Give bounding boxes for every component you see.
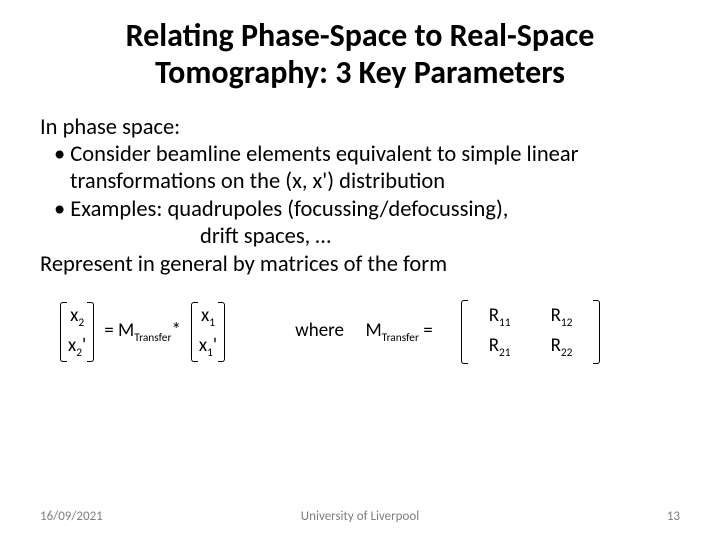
- equation-row: x2 x2' = MTransfer* x1 x1' where MTransf…: [40, 300, 680, 364]
- vec-out-row2: x2': [68, 334, 86, 360]
- represent-line: Represent in general by matrices of the …: [40, 251, 680, 278]
- slide-title: Relating Phase-Space to Real-Space Tomog…: [40, 18, 680, 92]
- r21-base: R: [489, 334, 499, 357]
- slide-body: In phase space: Consider beamline elemen…: [40, 114, 680, 279]
- where-prefix: where: [295, 319, 344, 342]
- r11-sub: 11: [499, 316, 511, 330]
- transfer-matrix: R11 R12 R21 R22: [461, 300, 601, 364]
- r21-sub: 21: [499, 346, 511, 360]
- r22-sub: 22: [561, 346, 573, 360]
- bullet-2-continuation: drift spaces, …: [40, 223, 680, 250]
- footer-center: University of Liverpool: [0, 509, 720, 524]
- matrix-r11: R11: [469, 302, 531, 332]
- r11-base: R: [489, 304, 499, 327]
- r12-sub: 12: [561, 316, 573, 330]
- matrix-r21: R21: [469, 332, 531, 362]
- equals-sub: Transfer: [134, 331, 171, 345]
- slide-footer: 16/09/2021 University of Liverpool 13: [0, 509, 720, 524]
- vec-out-row1-sub: 2: [78, 316, 84, 330]
- r12-base: R: [551, 304, 561, 327]
- bullet-1: Consider beamline elements equivalent to…: [40, 141, 680, 196]
- equals-prefix: = M: [104, 319, 134, 342]
- mtransfer-sub: Transfer: [382, 331, 419, 345]
- bullet-2: Examples: quadrupoles (focussing/defocus…: [40, 196, 680, 223]
- mtransfer-suffix: =: [419, 319, 433, 342]
- vec-in-row1: x1: [201, 304, 215, 330]
- vec-in-row2-base: x: [199, 334, 207, 357]
- input-vector: x1 x1': [191, 302, 225, 362]
- vec-in-row1-sub: 1: [209, 316, 215, 330]
- matrix-table: R11 R12 R21 R22: [469, 302, 593, 362]
- vec-in-row2-prime: ': [213, 334, 217, 357]
- equals-suffix: *: [171, 319, 180, 342]
- output-vector: x2 x2': [60, 302, 94, 362]
- vec-out-row2-prime: ': [82, 334, 86, 357]
- mtransfer-base: M: [365, 319, 381, 342]
- vec-in-row1-base: x: [201, 304, 209, 327]
- matrix-r12: R12: [531, 302, 593, 332]
- vec-out-row1: x2: [70, 304, 84, 330]
- vec-out-row2-base: x: [68, 334, 76, 357]
- slide: Relating Phase-Space to Real-Space Tomog…: [0, 0, 720, 540]
- where-label: where MTransfer =: [295, 319, 433, 345]
- matrix-r22: R22: [531, 332, 593, 362]
- r22-base: R: [551, 334, 561, 357]
- equals-mtransfer: = MTransfer*: [104, 319, 181, 345]
- intro-line: In phase space:: [40, 114, 680, 141]
- vec-in-row2: x1': [199, 334, 217, 360]
